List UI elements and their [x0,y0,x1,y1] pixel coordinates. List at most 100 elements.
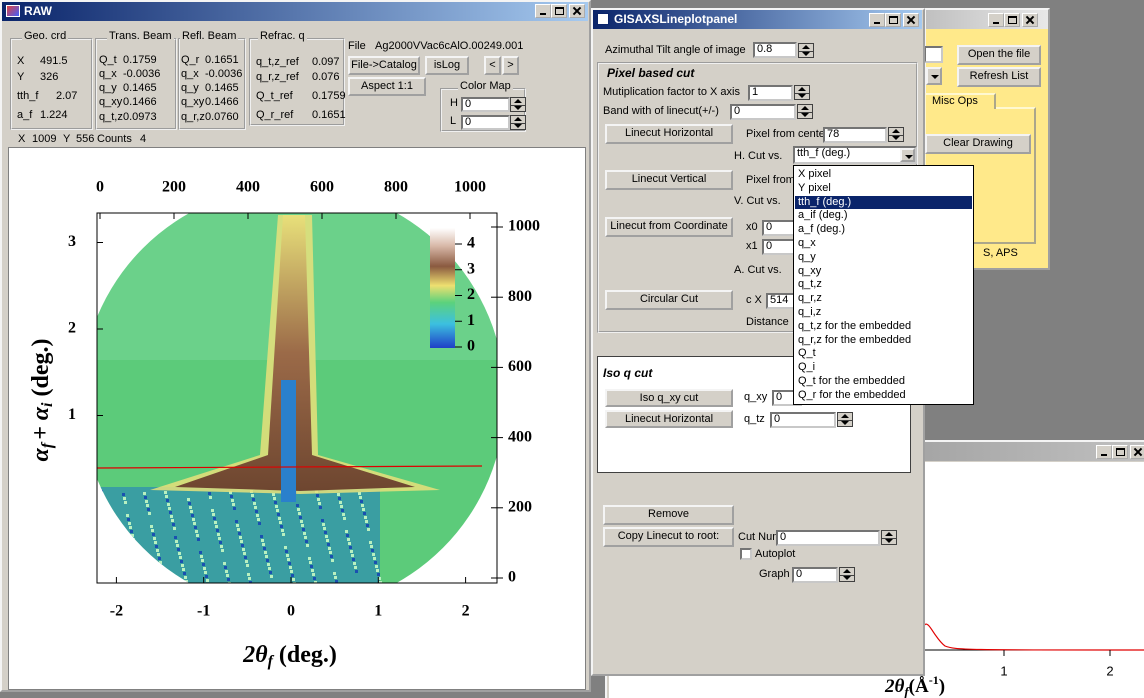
list-item[interactable]: a_f (deg.) [795,223,972,237]
speckle [187,498,190,501]
list-item[interactable]: q_i,z [795,306,972,320]
speckle [322,523,325,526]
tab[interactable]: Misc Ops [924,93,996,109]
close-button[interactable] [1022,13,1038,27]
group-title: Iso q cut [603,367,652,380]
spin-button[interactable] [881,530,897,545]
list-item[interactable]: q_xy [795,265,972,279]
close-button[interactable] [569,4,585,18]
button[interactable]: Copy Linecut to root: [603,527,734,547]
text-field[interactable]: 1 [748,85,793,101]
button[interactable]: < [484,56,501,75]
text-field[interactable]: 0 [792,567,838,583]
list-item[interactable]: q_x [795,237,972,251]
list-item[interactable]: Q_t for the embedded [795,375,972,389]
button[interactable]: File->Catalog [348,56,420,75]
label: H. Cut vs. [734,150,782,163]
text-field[interactable]: 0 [461,115,510,130]
speckle [268,567,271,570]
speckle [227,578,230,581]
spin-button[interactable] [837,412,853,427]
list-item[interactable]: X pixel [795,168,972,182]
list-item[interactable]: tth_f (deg.) [795,196,972,210]
close-button[interactable] [1130,445,1144,459]
list-item[interactable]: Q_i [795,361,972,375]
button[interactable]: Refresh List [957,67,1041,87]
button[interactable]: Open the file [957,45,1041,65]
spin-button[interactable] [797,104,813,119]
button[interactable]: Linecut Vertical [605,170,733,190]
minimize-button[interactable] [535,4,551,18]
speckle [366,524,369,527]
maximize-button[interactable] [551,4,567,18]
dropdown-button[interactable] [926,67,942,85]
minimize-button[interactable] [988,13,1004,27]
list-item[interactable]: q_t,z [795,278,972,292]
button[interactable]: Circular Cut [605,290,733,310]
speckle [308,557,311,560]
spin-button[interactable] [798,43,814,58]
tick-label: 200 [508,498,532,515]
button[interactable]: Linecut Horizontal [605,124,733,144]
button[interactable]: Remove [603,505,734,525]
button[interactable]: Linecut from Coordinate [605,217,733,237]
text-field[interactable]: 0 [730,104,796,120]
button[interactable]: Clear Drawing [925,134,1031,154]
speckle [274,501,277,504]
button[interactable]: Aspect 1:1 [348,77,426,96]
label-part: (deg.) [28,339,54,397]
speckle [236,524,239,527]
arrow-icon [798,87,806,91]
label: q_x [99,68,117,81]
list-item[interactable]: q_r,z for the embedded [795,334,972,348]
text-field[interactable]: 0.8 [753,42,797,58]
speckle [223,562,226,565]
minimize-button[interactable] [1096,445,1112,459]
speckle [256,514,259,517]
close-button[interactable] [903,13,919,27]
speckle [370,545,373,548]
button[interactable]: Linecut Horizontal [605,410,733,428]
list-item[interactable]: q_y [795,251,972,265]
spin-button[interactable] [888,127,904,142]
speckle [111,539,114,542]
label-part: 2θ [884,676,905,697]
minimize-button[interactable] [869,13,885,27]
list-item[interactable]: a_if (deg.) [795,209,972,223]
spin-button[interactable] [794,85,810,100]
speckle [319,506,322,509]
speckle [240,540,243,543]
speckle [333,572,336,575]
speckle [156,549,159,552]
button[interactable]: > [502,56,519,75]
text-field[interactable]: 0 [776,530,880,546]
list-item[interactable]: q_t,z for the embedded [795,320,972,334]
speckle [369,541,372,544]
maximize-button[interactable] [885,13,901,27]
list-item[interactable]: q_r,z [795,292,972,306]
maximize-button[interactable] [1112,445,1128,459]
label: File [348,40,366,53]
text-field[interactable]: 78 [823,127,887,143]
speckle [252,498,255,501]
list-item[interactable]: Q_t [795,347,972,361]
text-field[interactable]: tth_f (deg.) [793,146,917,164]
speckle [213,517,216,520]
speckle [138,567,141,570]
list-item[interactable]: Y pixel [795,182,972,196]
maximize-button[interactable] [1004,13,1020,27]
text-field[interactable]: 0 [770,412,836,428]
speckle [122,493,125,496]
spin-button[interactable] [510,115,526,130]
window-title: GISAXSLineplotpanel [614,12,737,27]
speckle [107,523,110,526]
button[interactable]: Iso q_xy cut [605,389,733,407]
spin-button[interactable] [839,567,855,582]
button[interactable]: isLog [425,56,469,75]
window-icon [6,5,20,17]
list-item[interactable]: Q_r for the embedded [795,389,972,403]
text-field[interactable]: 0 [461,97,510,112]
dropdown-button[interactable] [900,148,915,162]
checkbox[interactable] [740,548,752,560]
spin-button[interactable] [510,97,526,112]
